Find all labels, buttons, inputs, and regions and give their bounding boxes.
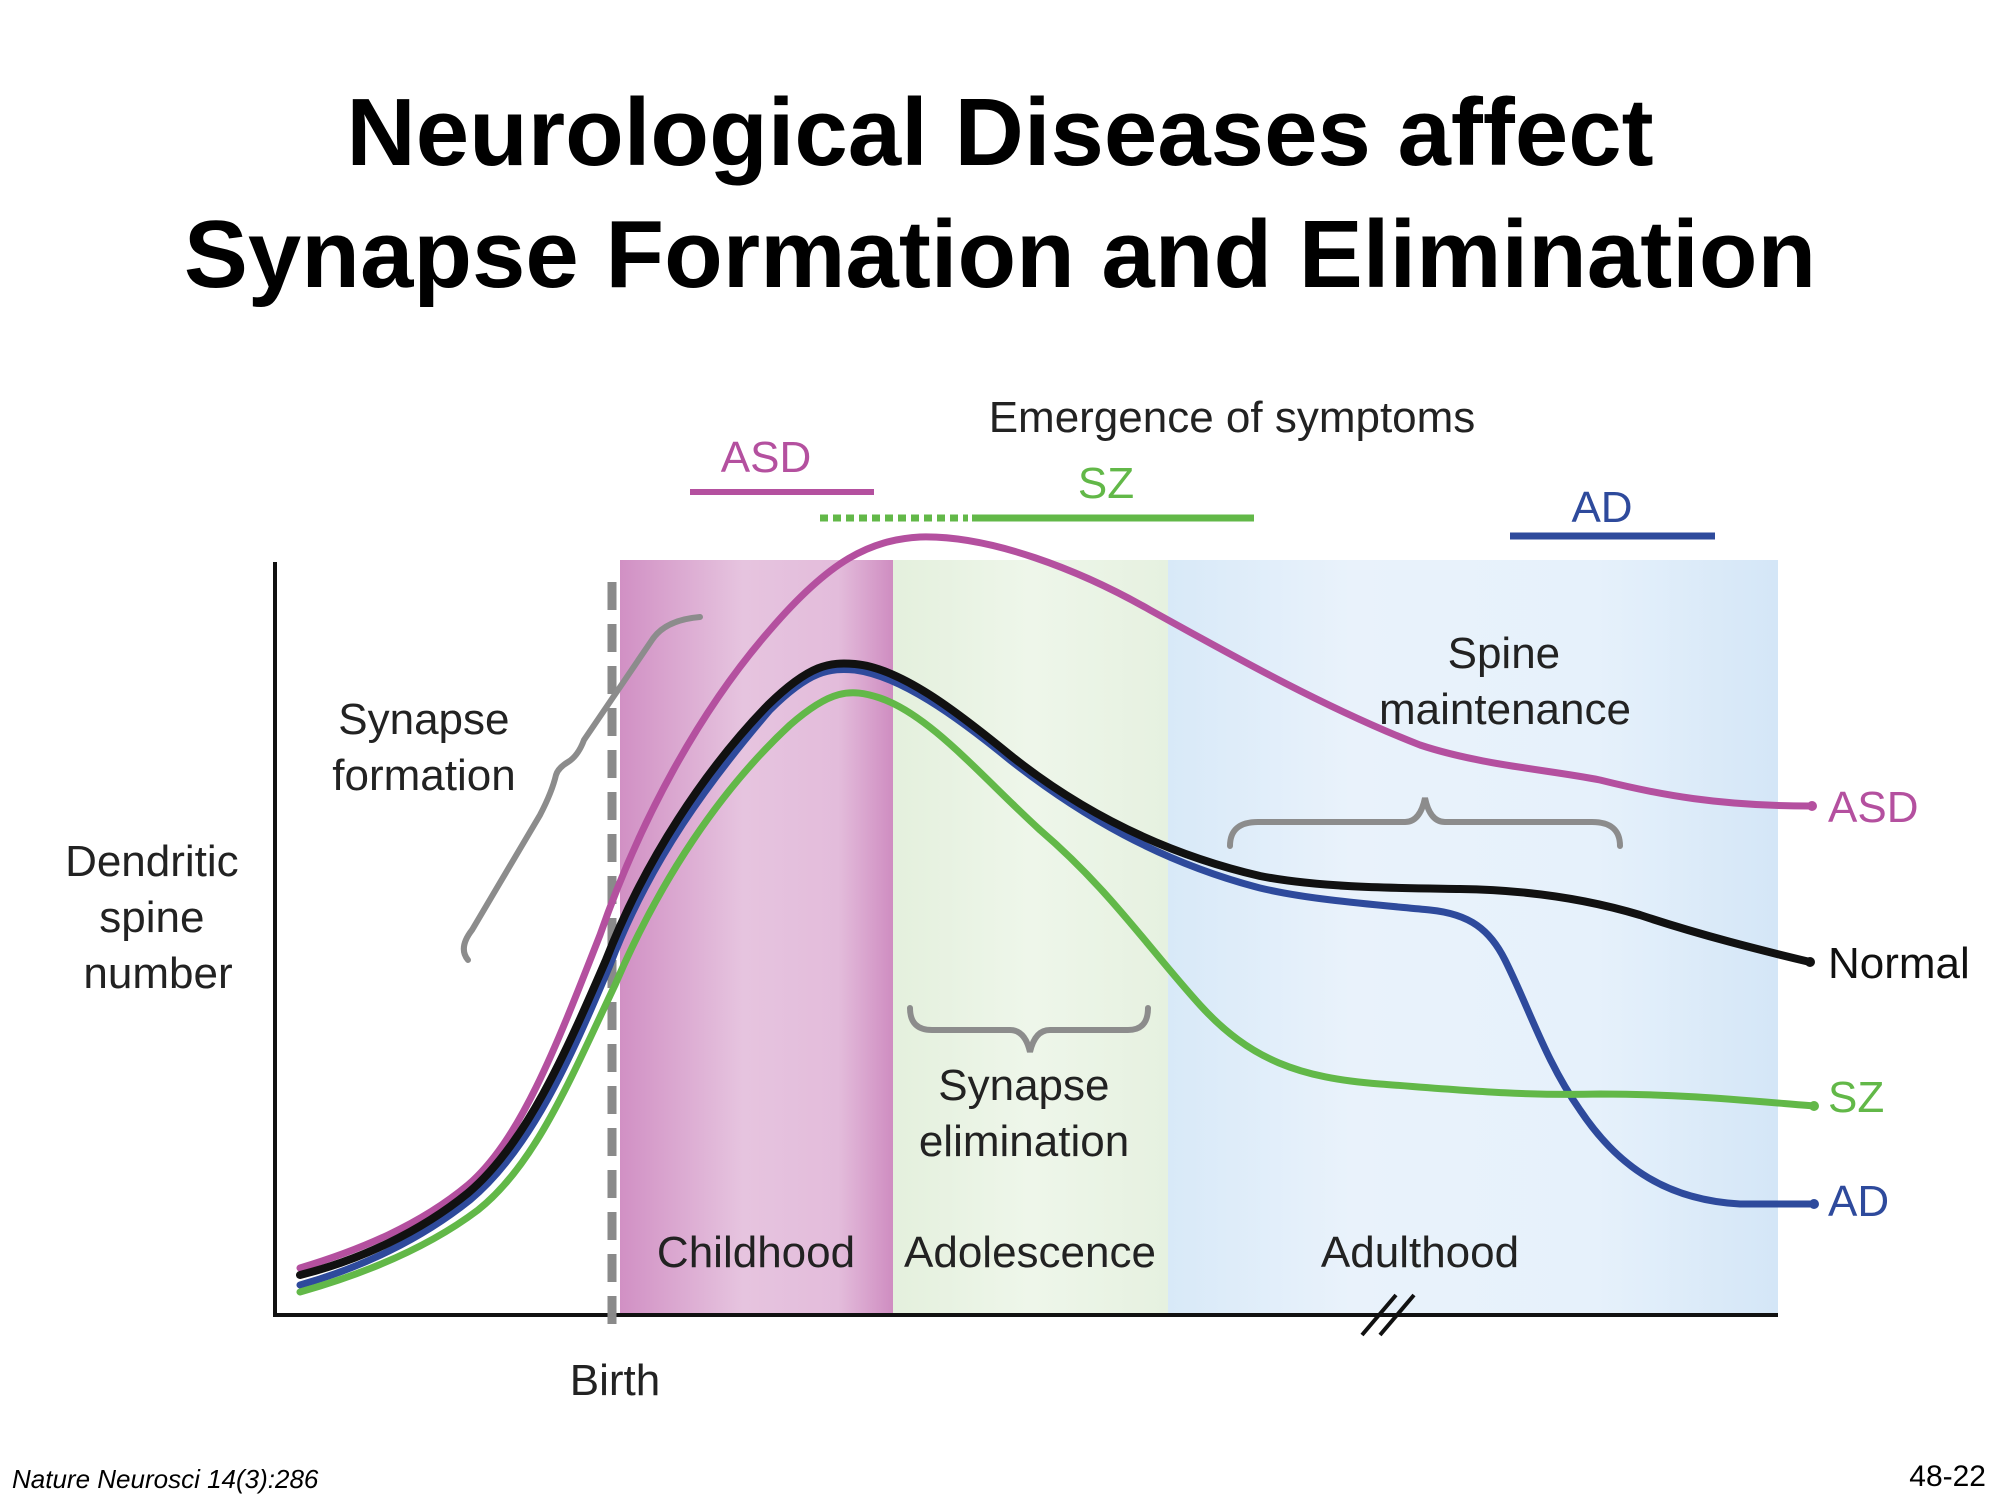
symptom-bar-ad-label: AD bbox=[1571, 483, 1632, 532]
series-end-normal bbox=[1805, 957, 1815, 967]
title-line-2: Synapse Formation and Elimination bbox=[183, 201, 1817, 308]
title-line-1: Neurological Diseases affect bbox=[346, 79, 1654, 186]
symptom-bar-asd: ASD bbox=[690, 433, 874, 495]
emergence-label: Emergence of symptoms bbox=[989, 393, 1476, 442]
symptom-bar-sz-label: SZ bbox=[1078, 459, 1134, 508]
synapse-formation-brace bbox=[460, 614, 703, 963]
synapse-elimination-label: Synapse elimination bbox=[919, 1061, 1129, 1166]
birth-label: Birth bbox=[570, 1356, 660, 1405]
symptom-bar-asd-label: ASD bbox=[721, 433, 811, 482]
stage-label-adulthood: Adulthood bbox=[1321, 1228, 1519, 1277]
page-number: 48-22 bbox=[1909, 1460, 1986, 1493]
spine-maintenance-label: Spine maintenance bbox=[1379, 629, 1631, 734]
axis-break-icon bbox=[1360, 1293, 1416, 1337]
synapse-formation-label: Synapse formation bbox=[332, 695, 521, 800]
series-end-ad bbox=[1809, 1199, 1819, 1209]
band-adolescence bbox=[893, 560, 1168, 1315]
series-line-normal bbox=[296, 659, 1814, 1279]
spine-maintenance-brace bbox=[1227, 797, 1623, 849]
series-label-normal: Normal bbox=[1828, 939, 1970, 988]
y-axis-label: Dendritic spine number bbox=[65, 837, 251, 998]
source-citation: Nature Neurosci 14(3):286 bbox=[12, 1464, 319, 1494]
series-label-sz: SZ bbox=[1828, 1073, 1884, 1122]
slide-title: Neurological Diseases affect Synapse For… bbox=[0, 72, 2000, 316]
series-end-sz bbox=[1809, 1101, 1819, 1111]
synapse-elimination-brace bbox=[907, 1005, 1151, 1053]
series-end-asd bbox=[1807, 801, 1817, 811]
series-line-asd bbox=[296, 533, 1814, 1272]
series-label-ad: AD bbox=[1828, 1177, 1889, 1226]
series-line-sz bbox=[296, 689, 1818, 1296]
series-label-asd: ASD bbox=[1828, 783, 1918, 832]
symptom-bar-sz: SZ bbox=[820, 459, 1254, 522]
stage-label-childhood: Childhood bbox=[657, 1228, 855, 1277]
symptom-bar-ad: AD bbox=[1510, 483, 1715, 540]
stage-label-adolescence: Adolescence bbox=[904, 1228, 1156, 1277]
band-childhood bbox=[620, 560, 893, 1315]
